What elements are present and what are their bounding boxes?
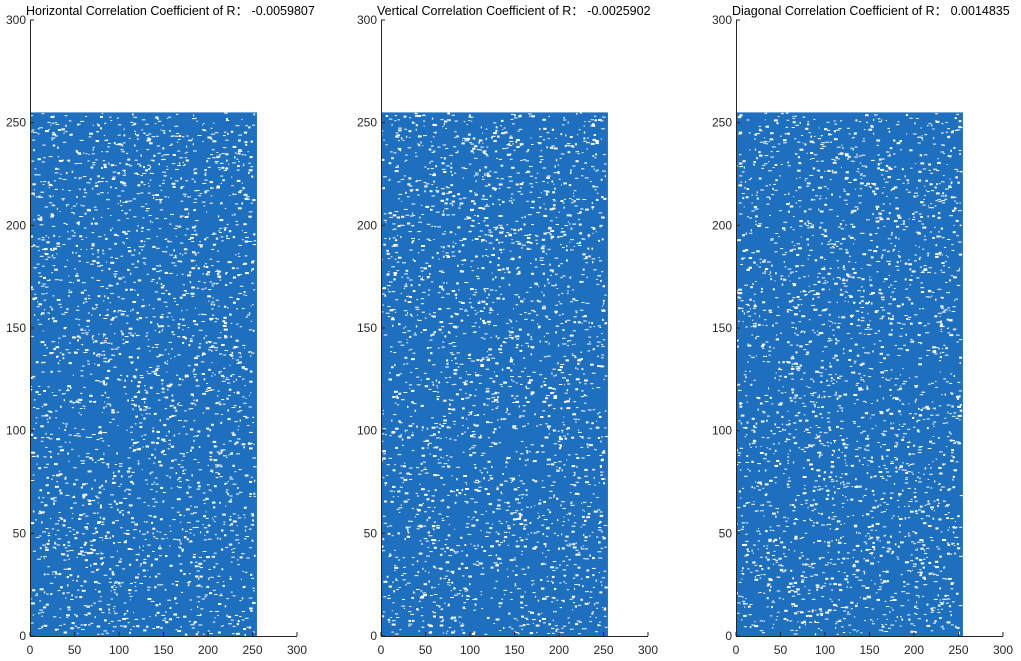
y-tick-label: 0 — [370, 629, 377, 643]
chart-title: Horizontal Correlation Coefficient of R：… — [26, 4, 315, 18]
x-tick-label: 300 — [638, 643, 658, 657]
y-tick-label: 150 — [6, 321, 26, 335]
y-tick-label: 200 — [712, 218, 732, 232]
x-tick-label: 50 — [774, 643, 788, 657]
y-tick-label: 100 — [6, 424, 26, 438]
y-tick-label: 150 — [357, 321, 377, 335]
x-tick-label: 300 — [287, 643, 307, 657]
y-tick-label: 200 — [357, 218, 377, 232]
x-tick-label: 0 — [733, 643, 740, 657]
scatter-points-region — [736, 112, 963, 636]
y-tick-label: 300 — [6, 13, 26, 27]
x-tick-label: 250 — [948, 643, 968, 657]
chart-title: Vertical Correlation Coefficient of R： -… — [377, 4, 651, 18]
y-tick-label: 300 — [357, 13, 377, 27]
scatter-gaps — [30, 112, 257, 636]
x-tick-label: 300 — [993, 643, 1013, 657]
x-tick-label: 50 — [68, 643, 82, 657]
y-tick-label: 100 — [357, 424, 377, 438]
y-tick-label: 150 — [712, 321, 732, 335]
x-tick-label: 250 — [242, 643, 262, 657]
x-tick-label: 100 — [815, 643, 835, 657]
x-tick-label: 0 — [378, 643, 385, 657]
x-tick-label: 200 — [198, 643, 218, 657]
x-tick-label: 150 — [153, 643, 173, 657]
x-tick-label: 100 — [460, 643, 480, 657]
x-tick-label: 250 — [593, 643, 613, 657]
x-tick-label: 50 — [419, 643, 433, 657]
x-tick-label: 200 — [549, 643, 569, 657]
x-tick-label: 150 — [504, 643, 524, 657]
scatter-gaps — [736, 112, 964, 636]
y-tick-label: 0 — [725, 629, 732, 643]
y-tick-label: 100 — [712, 424, 732, 438]
chart-title: Diagonal Correlation Coefficient of R： 0… — [732, 4, 1010, 18]
y-tick-label: 50 — [719, 526, 733, 540]
x-tick-label: 150 — [859, 643, 879, 657]
y-tick-label: 0 — [19, 629, 26, 643]
scatter-points-region — [30, 112, 257, 636]
y-tick-label: 300 — [712, 13, 732, 27]
x-tick-label: 100 — [109, 643, 129, 657]
y-tick-label: 50 — [364, 526, 378, 540]
scatter-gaps — [381, 112, 609, 635]
x-tick-label: 200 — [904, 643, 924, 657]
x-tick-label: 0 — [27, 643, 34, 657]
y-tick-label: 50 — [13, 526, 27, 540]
y-tick-label: 250 — [357, 116, 377, 130]
y-tick-label: 200 — [6, 218, 26, 232]
y-tick-label: 250 — [712, 116, 732, 130]
y-tick-label: 250 — [6, 116, 26, 130]
